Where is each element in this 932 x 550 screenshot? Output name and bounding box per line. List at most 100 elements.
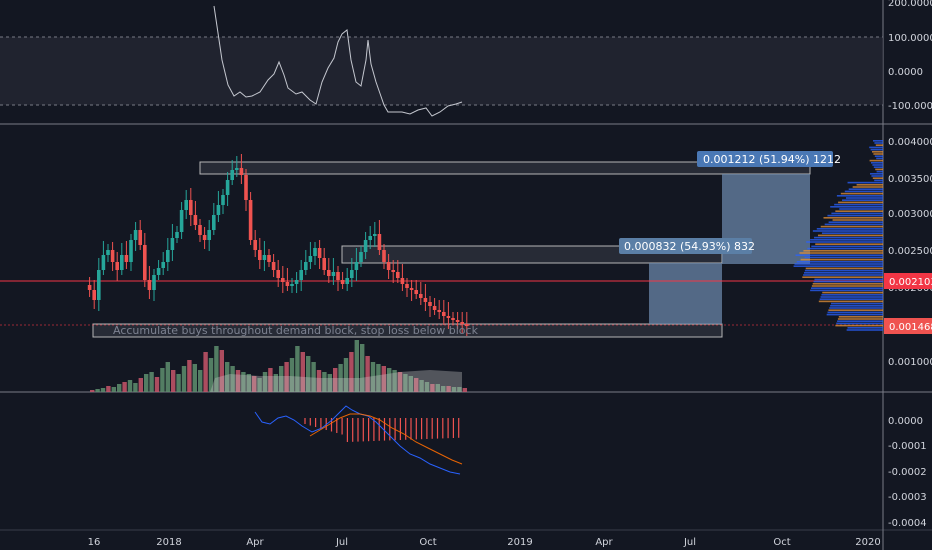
candle-body xyxy=(106,250,110,255)
volume-bar xyxy=(441,386,446,392)
macd-tick: -0.0003 xyxy=(888,492,927,503)
volume-profile-bar xyxy=(823,217,883,219)
supply-block-upper[interactable] xyxy=(199,161,811,175)
demand-block-note: Accumulate buys throughout demand block,… xyxy=(113,324,479,337)
volume-profile-bar xyxy=(820,296,883,298)
candle-body xyxy=(281,278,285,282)
volume-bar xyxy=(138,378,143,392)
volume-profile-bar xyxy=(844,190,883,193)
volume-bar xyxy=(316,370,322,392)
volume-profile-bar xyxy=(803,250,883,252)
time-label: 16 xyxy=(88,537,101,548)
demand-block[interactable] xyxy=(92,323,723,338)
time-label: 2020 xyxy=(855,537,880,548)
volume-profile-bar xyxy=(814,236,883,239)
volume-bar xyxy=(338,364,343,392)
candle-body xyxy=(460,322,464,324)
candle-body xyxy=(124,255,129,262)
volume-profile-bar xyxy=(847,181,883,184)
projection-box-lower[interactable] xyxy=(649,263,722,324)
volume-profile-bar xyxy=(819,298,883,300)
target-label-upper-text: 0.001212 (51.94%) 1212 xyxy=(703,153,841,166)
macd-panel[interactable]: 0.0000 -0.0001 -0.0002 -0.0003 -0.0004 xyxy=(254,405,927,529)
volume-profile-bar xyxy=(816,228,883,230)
volume-bar xyxy=(295,346,300,392)
candle-body xyxy=(432,306,437,310)
volume-bar xyxy=(127,380,133,392)
volume-profile-bar xyxy=(800,258,883,261)
volume-profile-bar xyxy=(811,285,883,287)
volume-profile-bar xyxy=(806,241,883,243)
time-label: Jul xyxy=(683,537,696,548)
volume-profile-bar xyxy=(818,300,883,303)
candle-body xyxy=(442,312,446,316)
volume-profile-bar xyxy=(812,283,883,285)
volume-bar xyxy=(457,387,462,392)
candle-body xyxy=(101,255,106,270)
candlestick-series xyxy=(87,154,469,336)
volume-bar xyxy=(100,388,106,392)
target-label-upper[interactable] xyxy=(697,151,833,167)
volume-profile-bar xyxy=(876,170,883,173)
volume-profile-bar xyxy=(820,225,883,228)
candle-body xyxy=(419,294,423,298)
candle-body xyxy=(87,285,92,290)
candle-body xyxy=(253,240,257,250)
volume-bar xyxy=(149,372,154,392)
volume-bar xyxy=(262,372,268,392)
target-label-lower[interactable] xyxy=(619,238,752,254)
volume-profile-bar xyxy=(830,305,883,307)
volume-bar xyxy=(424,382,430,392)
volume-profile-bar xyxy=(828,309,883,311)
volume-bar xyxy=(187,360,192,392)
price-panel[interactable]: 0.001212 (51.94%) 1212 0.000832 (54.93%)… xyxy=(0,137,932,392)
volume-bar xyxy=(408,376,413,392)
candle-body xyxy=(363,240,368,252)
current-price-badge xyxy=(884,318,932,334)
volume-bar xyxy=(462,388,467,392)
volume-profile-bar xyxy=(829,307,883,309)
volume-profile-bar xyxy=(817,234,883,237)
candle-body xyxy=(377,234,382,250)
oscillator-panel[interactable]: 200.0000 100.0000 0.0000 -100.0000 xyxy=(0,0,932,117)
volume-profile-bar xyxy=(831,212,883,215)
volume-bar xyxy=(343,358,349,392)
candle-body xyxy=(120,255,124,270)
volume-profile-bar xyxy=(807,247,883,250)
candle-body xyxy=(225,180,230,195)
candle-body xyxy=(368,236,372,240)
volume-profile-bar xyxy=(852,186,883,188)
candle-body xyxy=(129,240,133,262)
volume-profile-bar xyxy=(810,287,883,289)
volume-bar xyxy=(106,386,111,392)
volume-profile-bar xyxy=(872,151,883,153)
volume-bar xyxy=(414,378,419,392)
candle-body xyxy=(193,215,198,225)
candle-body xyxy=(285,282,290,286)
candle-body xyxy=(359,252,363,262)
volume-bar xyxy=(160,368,165,392)
volume-bar xyxy=(122,382,127,392)
oscillator-tick: 0.0000 xyxy=(888,67,923,78)
volume-profile-bar xyxy=(875,168,883,171)
candle-body xyxy=(331,272,336,276)
volume-bar xyxy=(387,368,392,392)
macd-tick: 0.0000 xyxy=(888,416,923,427)
volume-bar xyxy=(95,389,100,392)
time-axis[interactable]: 16 2018 Apr Jul Oct 2019 Apr Jul Oct 202… xyxy=(88,537,881,548)
volume-bar xyxy=(327,374,332,392)
volume-bar xyxy=(273,374,278,392)
candle-body xyxy=(133,230,138,240)
candle-body xyxy=(405,284,409,288)
volume-profile-bar xyxy=(832,219,883,221)
volume-profile-bar xyxy=(870,173,883,175)
volume-profile-bar xyxy=(871,175,883,177)
candle-body xyxy=(138,230,142,245)
candle-body xyxy=(290,284,294,286)
volume-bar xyxy=(430,384,435,392)
volume-bar xyxy=(311,362,316,392)
volume-profile-bar xyxy=(874,179,883,182)
candle-body xyxy=(299,270,303,280)
candle-body xyxy=(308,256,313,262)
